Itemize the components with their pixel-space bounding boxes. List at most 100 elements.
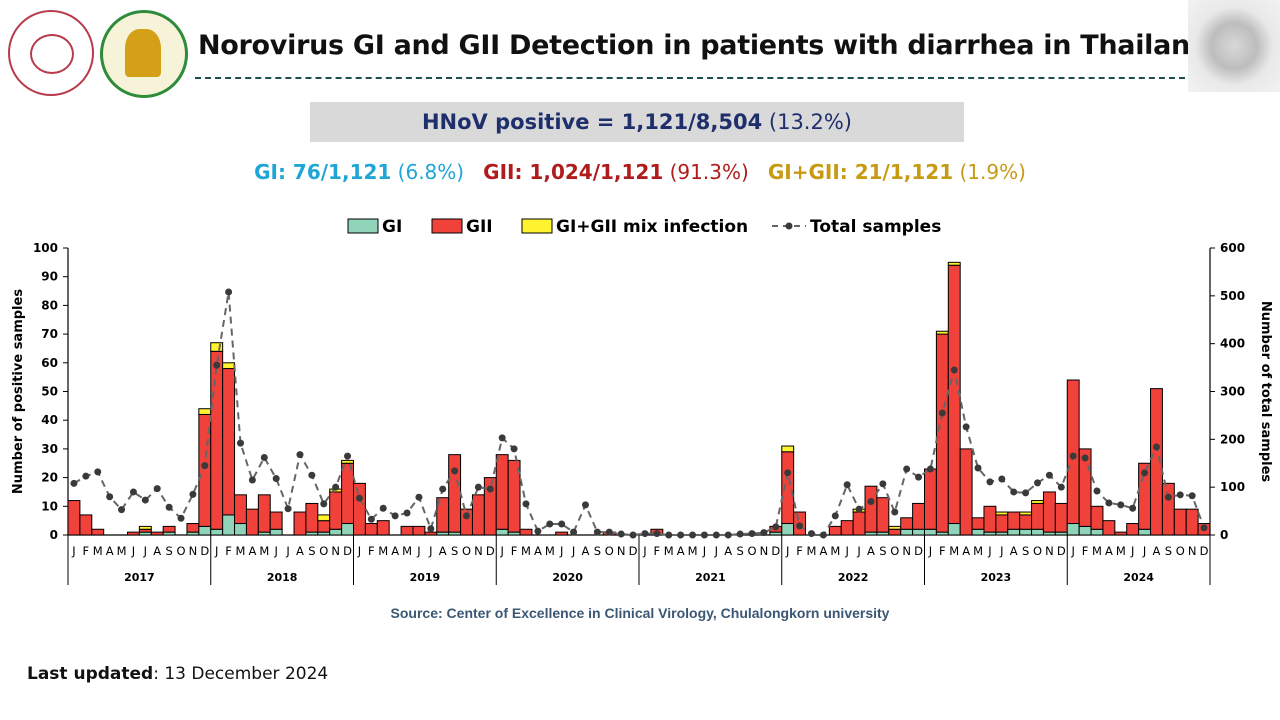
left-tick-label: 40 bbox=[41, 413, 58, 427]
bar-gii bbox=[519, 528, 533, 536]
left-tick-label: 0 bbox=[50, 528, 58, 542]
month-label: A bbox=[1153, 544, 1161, 558]
legend-swatch-gii bbox=[431, 218, 463, 234]
total-samples-point bbox=[522, 500, 530, 508]
total-samples-point bbox=[593, 528, 601, 536]
left-tick-label: 80 bbox=[41, 298, 58, 312]
bar-gi bbox=[924, 528, 937, 536]
total-samples-point bbox=[1164, 493, 1172, 501]
month-label: S bbox=[451, 544, 458, 558]
total-samples-point bbox=[141, 496, 149, 504]
total-samples-point bbox=[1188, 492, 1196, 500]
month-label: M bbox=[664, 544, 674, 558]
bar-mix bbox=[995, 511, 1009, 516]
page-title: Norovirus GI and GII Detection in patien… bbox=[198, 30, 1219, 61]
month-label: J bbox=[844, 544, 848, 558]
bar-gi bbox=[1078, 525, 1092, 536]
month-label: N bbox=[902, 544, 911, 558]
month-label: J bbox=[642, 544, 646, 558]
month-label: J bbox=[1142, 544, 1146, 558]
bar-gii bbox=[935, 333, 949, 533]
genogroup-breakdown: GI: 76/1,121 (6.8%) GII: 1,024/1,121 (91… bbox=[0, 160, 1280, 184]
total-samples-point bbox=[248, 476, 256, 484]
bar-mix bbox=[138, 525, 152, 530]
bar-gi bbox=[1090, 528, 1104, 536]
bar-mix bbox=[210, 342, 224, 352]
total-samples-point bbox=[118, 506, 126, 514]
bar-gii bbox=[471, 494, 485, 536]
month-label: D bbox=[1057, 544, 1066, 558]
total-samples-point bbox=[415, 493, 423, 501]
bar-gi bbox=[900, 528, 914, 536]
bar-gii bbox=[900, 517, 914, 530]
month-label: N bbox=[474, 544, 483, 558]
total-samples-point bbox=[1105, 499, 1113, 507]
year-label: 2019 bbox=[410, 571, 441, 584]
bar-gi bbox=[1019, 528, 1033, 536]
bar-gi bbox=[1066, 523, 1080, 536]
total-samples-point bbox=[129, 488, 137, 496]
month-label: J bbox=[702, 544, 706, 558]
total-samples-point bbox=[427, 525, 435, 533]
month-label: A bbox=[391, 544, 399, 558]
month-label: J bbox=[131, 544, 135, 558]
month-label: J bbox=[856, 544, 860, 558]
left-tick-label: 100 bbox=[33, 241, 58, 255]
total-samples-point bbox=[403, 509, 411, 517]
total-samples-point bbox=[367, 515, 375, 523]
bar-gii bbox=[912, 502, 926, 530]
month-label: A bbox=[582, 544, 590, 558]
left-tick-label: 50 bbox=[41, 385, 58, 399]
bar-gii bbox=[555, 531, 569, 536]
total-samples-point bbox=[665, 531, 673, 539]
year-label: 2021 bbox=[695, 571, 726, 584]
total-samples-point bbox=[712, 531, 720, 539]
total-samples-point bbox=[546, 520, 554, 528]
legend-label-mix: GI+GII mix infection bbox=[556, 217, 748, 237]
total-samples-point bbox=[700, 531, 708, 539]
source-note: Source: Center of Excellence in Clinical… bbox=[390, 605, 890, 621]
month-label: O bbox=[1033, 544, 1042, 558]
bar-gi bbox=[222, 514, 236, 536]
total-samples-point bbox=[915, 473, 923, 481]
bar-mix bbox=[198, 408, 212, 415]
total-samples-point bbox=[332, 483, 340, 491]
bar-gii bbox=[234, 494, 247, 525]
month-label: A bbox=[962, 544, 970, 558]
month-label: D bbox=[200, 544, 209, 558]
total-samples-point bbox=[1069, 452, 1077, 460]
faculty-of-medicine-logo bbox=[100, 10, 188, 98]
total-samples-point bbox=[926, 465, 934, 473]
total-samples-point bbox=[724, 531, 732, 539]
month-label: M bbox=[545, 544, 555, 558]
month-label: N bbox=[617, 544, 626, 558]
month-label: S bbox=[1165, 544, 1172, 558]
total-samples-point bbox=[558, 520, 566, 528]
month-label: N bbox=[1188, 544, 1197, 558]
total-samples-point bbox=[236, 439, 244, 447]
month-label: O bbox=[605, 544, 614, 558]
bar-gi bbox=[269, 528, 283, 536]
total-samples-point bbox=[998, 475, 1006, 483]
bar-gii bbox=[1126, 523, 1140, 536]
total-samples-point bbox=[498, 434, 506, 442]
bar-gii bbox=[888, 528, 902, 536]
month-label: F bbox=[225, 544, 232, 558]
month-label: J bbox=[928, 544, 932, 558]
total-samples-point bbox=[855, 505, 863, 513]
bar-gii bbox=[1042, 491, 1056, 533]
right-tick-label: 300 bbox=[1220, 385, 1245, 399]
right-tick-label: 400 bbox=[1220, 337, 1245, 351]
bar-gii bbox=[995, 514, 1009, 533]
month-label: S bbox=[736, 544, 743, 558]
bar-gii bbox=[1019, 514, 1033, 530]
total-samples-point bbox=[70, 479, 78, 487]
bar-gi bbox=[1007, 528, 1021, 536]
bar-gi bbox=[1138, 528, 1152, 536]
total-samples-point bbox=[689, 531, 697, 539]
total-samples-point bbox=[677, 531, 685, 539]
month-label: F bbox=[511, 544, 518, 558]
right-tick-label: 600 bbox=[1220, 241, 1245, 255]
total-samples-point bbox=[986, 478, 994, 486]
bar-gii bbox=[1161, 482, 1175, 536]
